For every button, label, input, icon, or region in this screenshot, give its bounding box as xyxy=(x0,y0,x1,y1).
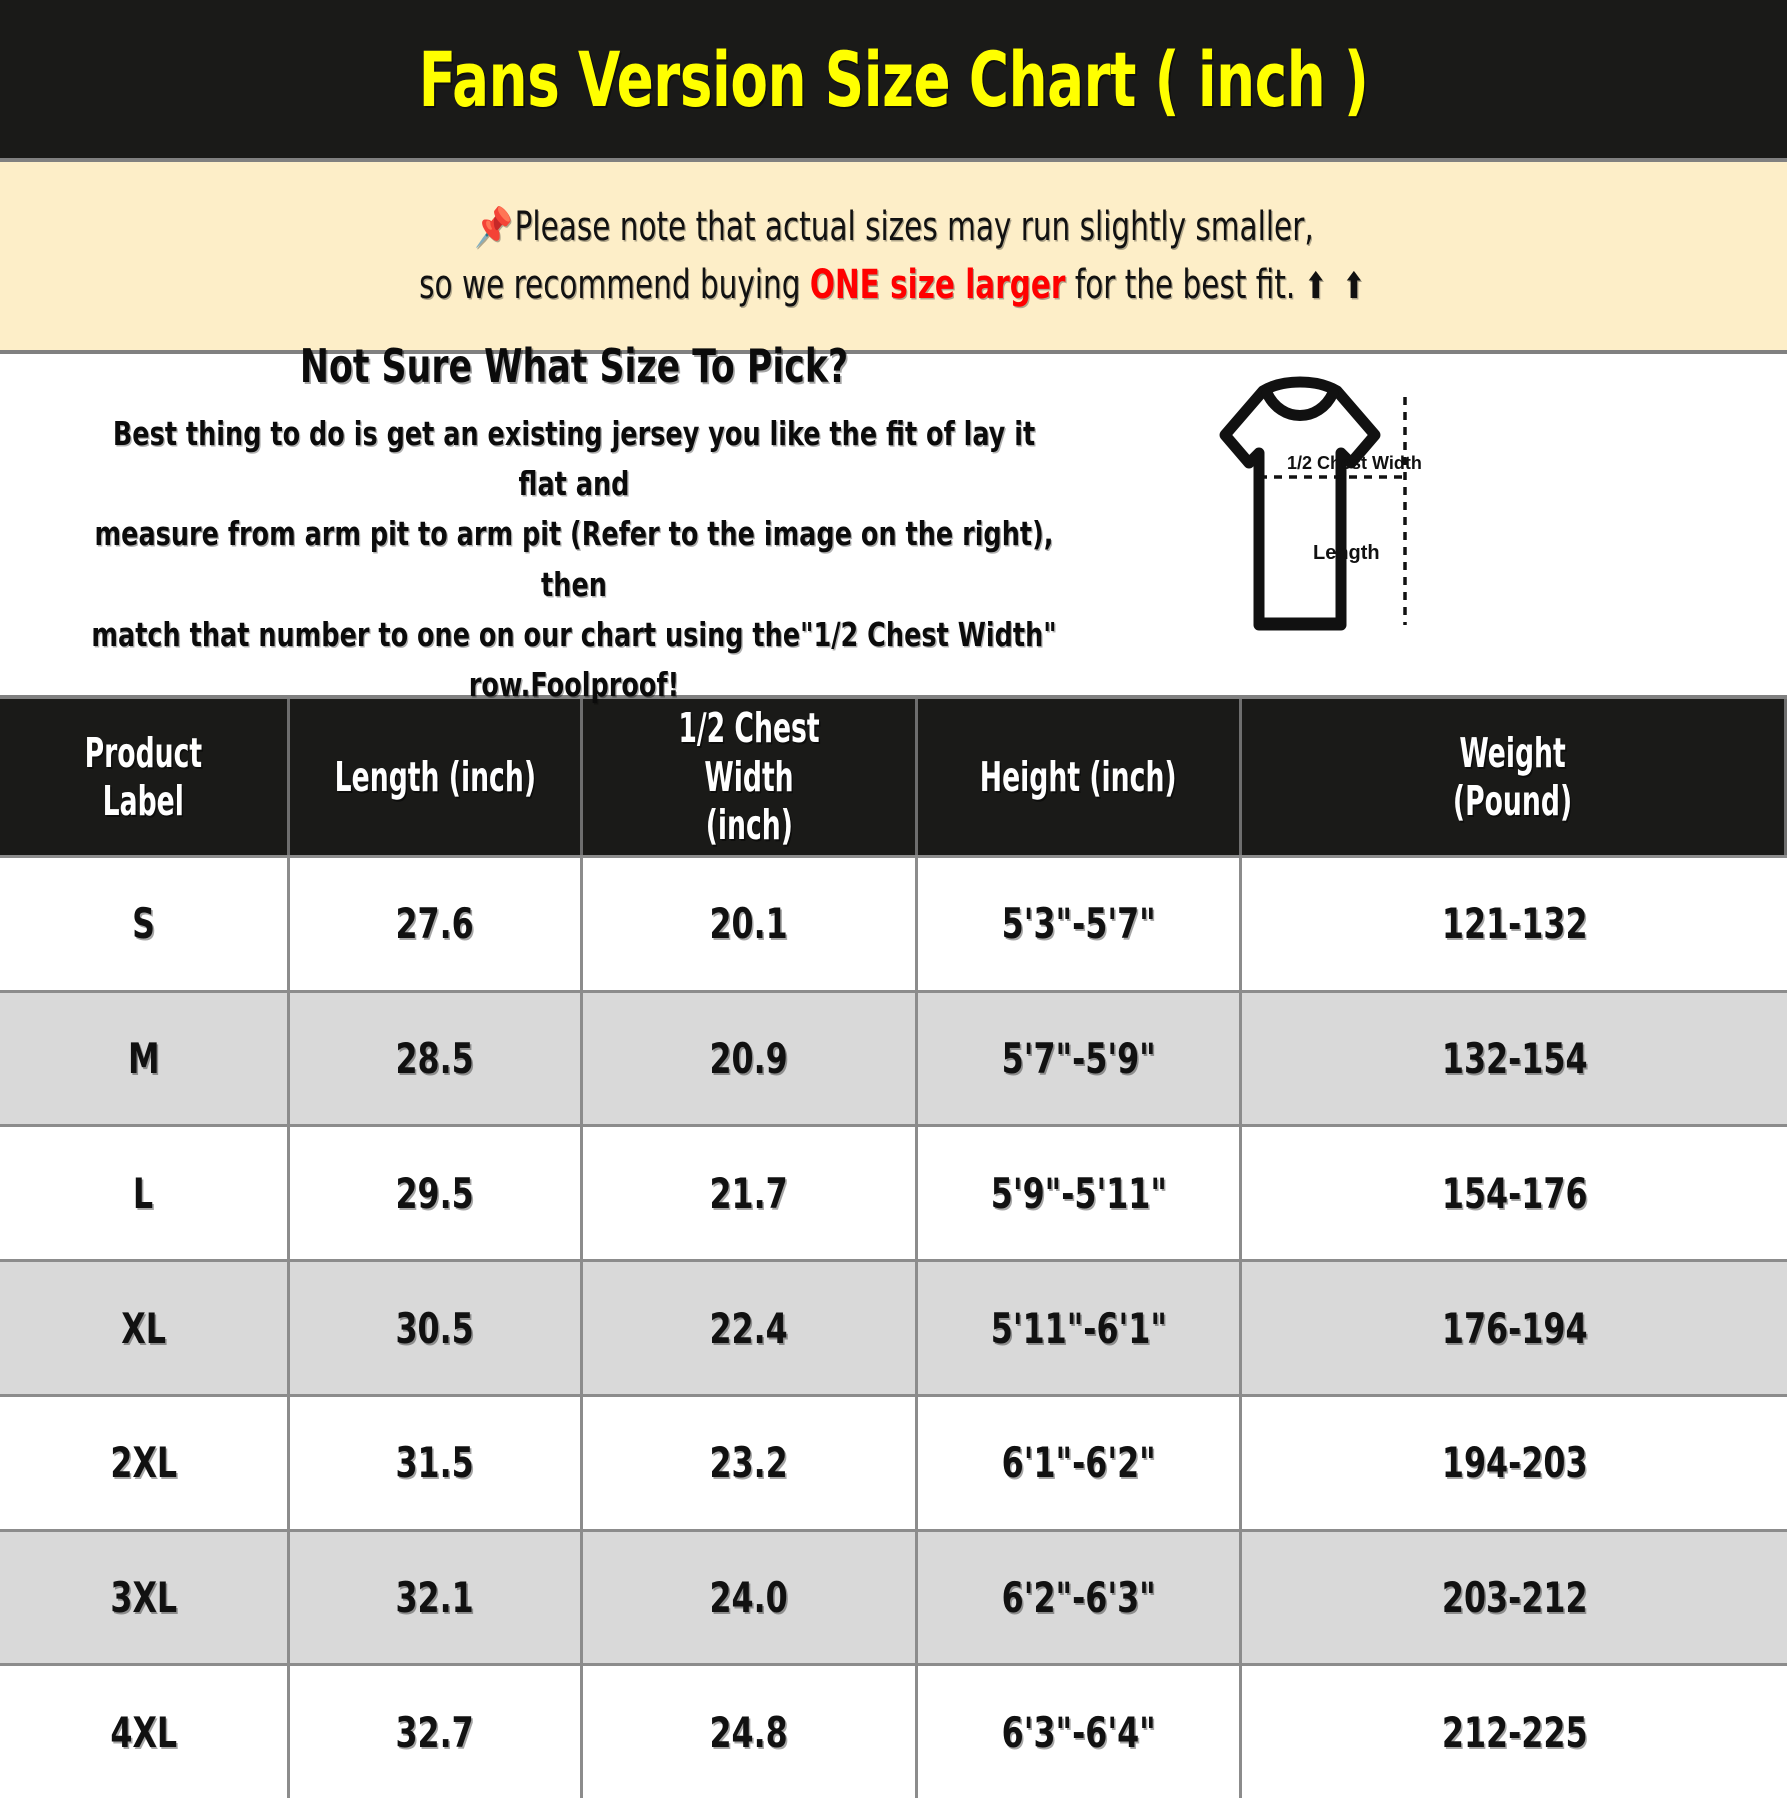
cell-product-label: XL xyxy=(0,1262,290,1394)
cell-height: 5'7"-5'9" xyxy=(918,992,1242,1125)
table-row: S 27.6 20.1 5'3"-5'7" 121-132 xyxy=(0,855,1787,990)
sizing-help-line-2: measure from arm pit to arm pit (Refer t… xyxy=(94,514,1054,604)
notice-text-2-after: for the best fit. xyxy=(1065,262,1305,308)
sizing-help-line-1: Best thing to do is get an existing jers… xyxy=(112,414,1036,504)
cell-height: 6'2"-6'3" xyxy=(918,1531,1242,1664)
cell-product-label: S xyxy=(0,858,290,990)
sizing-help-text: Not Sure What Size To Pick? Best thing t… xyxy=(0,339,1140,710)
notice-text-1: Please note that actual sizes may run sl… xyxy=(514,204,1314,250)
cell-product-label: L xyxy=(0,1127,290,1260)
cell-half-chest: 23.2 xyxy=(583,1396,918,1529)
table-row: XL 30.5 22.4 5'11"-6'1" 176-194 xyxy=(0,1259,1787,1394)
cell-length: 30.5 xyxy=(290,1262,583,1394)
cell-weight: 176-194 xyxy=(1441,1303,1588,1353)
notice-highlight: ONE size larger xyxy=(809,262,1066,308)
table-row: L 29.5 21.7 5'9"-5'11" 154-176 xyxy=(0,1124,1787,1260)
column-header-weight: Weight (Pound) xyxy=(1242,699,1787,855)
cell-height: 5'3"-5'7" xyxy=(918,858,1242,990)
column-header-product-label: Product Label xyxy=(0,699,290,855)
chart-title-bar: Fans Version Size Chart ( inch ) xyxy=(0,0,1787,162)
table-header-row: Product Label Length (inch) 1/2 Chest Wid… xyxy=(0,699,1787,855)
column-header-length: Length (inch) xyxy=(290,699,583,855)
sizing-help-line-3: match that number to one on our chart us… xyxy=(91,614,1057,654)
cell-height: 5'9"-5'11" xyxy=(918,1127,1242,1260)
cell-product-label: 4XL xyxy=(0,1666,290,1798)
sizing-help-line-4: row.Foolproof! xyxy=(468,664,680,704)
table-row: 3XL 32.1 24.0 6'2"-6'3" 203-212 xyxy=(0,1528,1787,1664)
table-row: 4XL 32.7 24.8 6'3"-6'4" 212-225 xyxy=(0,1663,1787,1798)
cell-product-label: 3XL xyxy=(0,1531,290,1664)
cell-weight: 154-176 xyxy=(1441,1168,1588,1218)
cell-half-chest: 20.9 xyxy=(583,992,918,1125)
size-table: Product Label Length (inch) 1/2 Chest Wid… xyxy=(0,699,1787,1798)
cell-half-chest: 20.1 xyxy=(583,858,918,990)
up-arrows-icon: ⬆ ⬆ xyxy=(1304,266,1369,307)
cell-half-chest: 24.8 xyxy=(583,1666,918,1798)
cell-length: 29.5 xyxy=(290,1127,583,1260)
column-header-half-chest-width: 1/2 Chest Width (inch) xyxy=(583,699,918,855)
notice-line-2: so we recommend buying ONE size larger f… xyxy=(419,256,1368,314)
sizing-help-heading: Not Sure What Size To Pick? xyxy=(299,339,849,394)
cell-weight: 212-225 xyxy=(1441,1707,1588,1757)
tshirt-icon: 1/2 Chest Width Length xyxy=(1219,376,1422,631)
page-title: Fans Version Size Chart ( inch ) xyxy=(418,34,1369,124)
cell-half-chest: 24.0 xyxy=(583,1531,918,1664)
cell-length: 28.5 xyxy=(290,992,583,1125)
cell-weight: 203-212 xyxy=(1441,1572,1588,1622)
sizing-notice: 📌Please note that actual sizes may run s… xyxy=(0,162,1787,354)
length-label: Length xyxy=(1313,542,1380,564)
cell-length: 31.5 xyxy=(290,1396,583,1529)
table-row: M 28.5 20.9 5'7"-5'9" 132-154 xyxy=(0,989,1787,1125)
tshirt-collar xyxy=(1261,387,1339,421)
cell-length: 32.7 xyxy=(290,1666,583,1798)
pushpin-icon: 📌 xyxy=(473,205,513,249)
cell-height: 6'1"-6'2" xyxy=(918,1396,1242,1529)
cell-weight: 121-132 xyxy=(1441,899,1588,949)
sizing-help-section: Not Sure What Size To Pick? Best thing t… xyxy=(0,339,1787,704)
cell-height: 5'11"-6'1" xyxy=(918,1262,1242,1394)
cell-length: 32.1 xyxy=(290,1531,583,1664)
cell-length: 27.6 xyxy=(290,858,583,990)
chest-width-label: 1/2 Chest Width xyxy=(1287,453,1422,473)
column-header-height: Height (inch) xyxy=(918,699,1242,855)
cell-weight: 194-203 xyxy=(1441,1438,1588,1488)
cell-product-label: M xyxy=(0,992,290,1125)
tshirt-diagram: 1/2 Chest Width Length xyxy=(1150,362,1450,652)
cell-product-label: 2XL xyxy=(0,1396,290,1529)
table-row: 2XL 31.5 23.2 6'1"-6'2" 194-203 xyxy=(0,1393,1787,1529)
cell-half-chest: 22.4 xyxy=(583,1262,918,1394)
notice-text-2-before: so we recommend buying xyxy=(418,262,810,308)
cell-height: 6'3"-6'4" xyxy=(918,1666,1242,1798)
cell-half-chest: 21.7 xyxy=(583,1127,918,1260)
cell-weight: 132-154 xyxy=(1441,1034,1588,1084)
notice-line-1: 📌Please note that actual sizes may run s… xyxy=(474,198,1314,256)
